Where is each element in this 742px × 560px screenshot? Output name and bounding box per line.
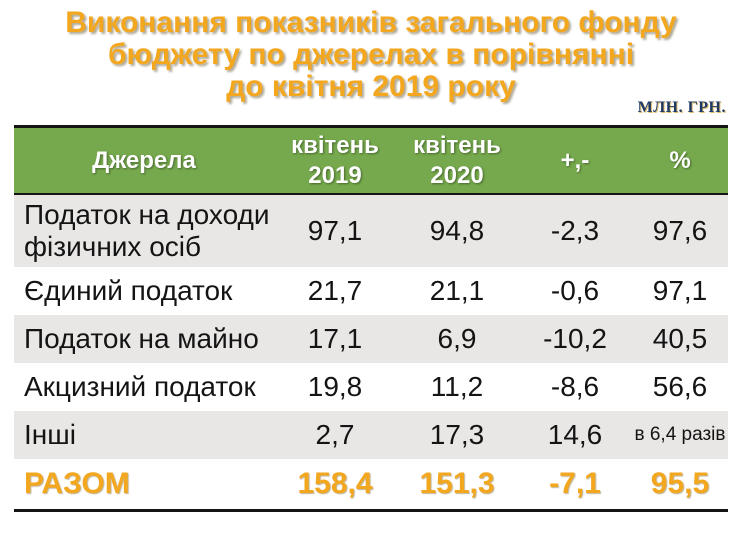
row-percent-value: 56,6	[652, 370, 708, 402]
row-april-2020-value: 94,8	[429, 214, 485, 246]
column-header-delta: +,-	[560, 146, 590, 174]
table-row: Інші 2,7 17,3 14,6 в 6,4 разів	[14, 411, 728, 459]
row-percent-value: 97,1	[652, 274, 708, 306]
row-source-label: Податок на доходи фізичних осіб	[24, 198, 270, 262]
total-percent-value: 95,5	[650, 466, 710, 500]
row-april-2020-value: 17,3	[429, 418, 485, 450]
row-april-2019-value: 2,7	[315, 418, 355, 450]
budget-table: Джерела квітень 2019 квітень 2020 +,- % …	[14, 125, 728, 512]
row-source-label: Акцизний податок	[24, 370, 256, 402]
total-label: РАЗОМ	[24, 466, 130, 500]
row-delta-value: -0,6	[550, 274, 600, 306]
column-header-sources: Джерела	[92, 146, 196, 174]
row-percent-value: 40,5	[652, 322, 708, 354]
row-source-label: Єдиний податок	[24, 274, 233, 306]
table-row: Податок на майно 17,1 6,9 -10,2 40,5	[14, 315, 728, 363]
total-april-2019-value: 158,4	[297, 466, 373, 500]
row-source-label: Податок на майно	[24, 322, 259, 354]
total-april-2020-value: 151,3	[419, 466, 495, 500]
row-april-2020-value: 6,9	[437, 322, 477, 354]
row-april-2019-value: 21,7	[307, 274, 363, 306]
row-delta-value: -8,6	[550, 370, 600, 402]
row-source-label: Інші	[24, 418, 76, 450]
row-delta-value: -2,3	[550, 214, 600, 246]
row-percent-value: 97,6	[652, 214, 708, 246]
table-header-row: Джерела квітень 2019 квітень 2020 +,- %	[14, 128, 728, 195]
row-april-2019-value: 17,1	[307, 322, 363, 354]
column-header-april-2019: квітень 2019	[291, 131, 379, 189]
total-delta-value: -7,1	[549, 466, 601, 500]
table-row: Акцизний податок 19,8 11,2 -8,6 56,6	[14, 363, 728, 411]
row-april-2019-value: 97,1	[307, 214, 363, 246]
table-total-row: РАЗОМ 158,4 151,3 -7,1 95,5	[14, 459, 728, 509]
column-header-april-2020: квітень 2020	[413, 131, 501, 189]
row-percent-value: в 6,4 разів	[634, 424, 726, 446]
unit-label: МЛН. ГРН.	[637, 99, 726, 116]
row-delta-value: -10,2	[543, 322, 607, 354]
row-april-2020-value: 11,2	[430, 370, 484, 402]
row-april-2020-value: 21,1	[429, 274, 485, 306]
row-april-2019-value: 19,8	[307, 370, 363, 402]
slide-title: Виконання показників загального фонду бю…	[65, 6, 677, 103]
row-delta-value: 14,6	[547, 418, 603, 450]
table-row: Податок на доходи фізичних осіб 97,1 94,…	[14, 195, 728, 267]
table-row: Єдиний податок 21,7 21,1 -0,6 97,1	[14, 267, 728, 315]
column-header-percent: %	[669, 146, 691, 174]
